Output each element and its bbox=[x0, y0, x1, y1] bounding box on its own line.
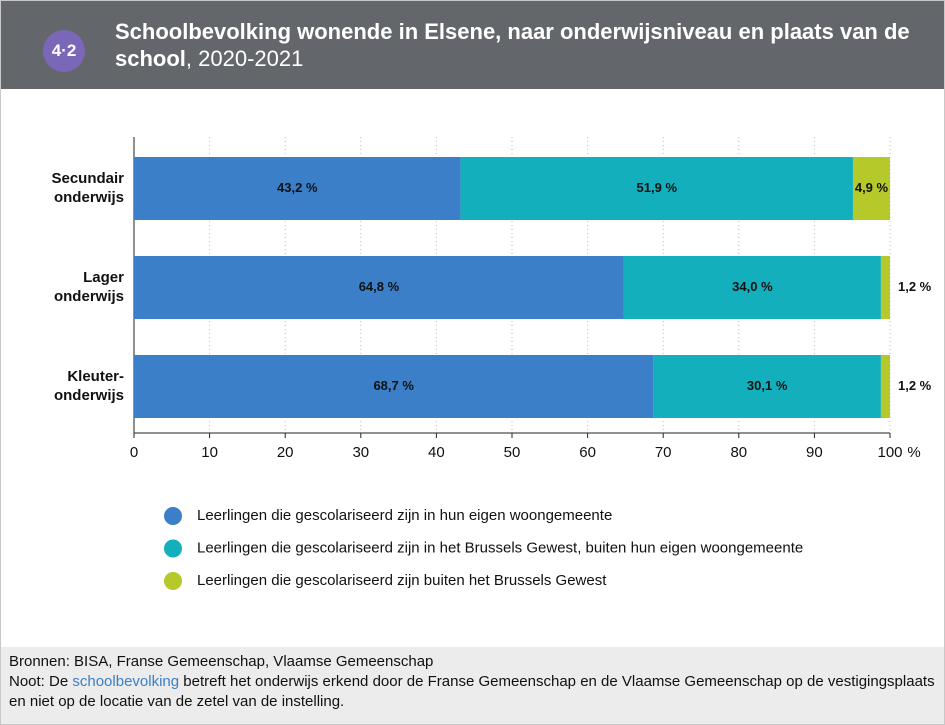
y-tick-label: Secundair onderwijs bbox=[51, 170, 124, 206]
legend-marker bbox=[164, 539, 182, 558]
bar-segment bbox=[653, 355, 881, 418]
header: 4·2 Schoolbevolking wonende in Elsene, n… bbox=[1, 1, 944, 89]
value-label: 51,9 % bbox=[637, 180, 678, 195]
x-tick-label: 100 bbox=[877, 444, 902, 461]
value-label: 1,2 % bbox=[898, 279, 932, 294]
bar-segment bbox=[460, 157, 853, 220]
x-tick-label: 10 bbox=[201, 444, 218, 461]
x-tick-label: 50 bbox=[504, 444, 521, 461]
legend-label: Leerlingen die gescolariseerd zijn in he… bbox=[197, 539, 803, 556]
footer: Bronnen: BISA, Franse Gemeenschap, Vlaam… bbox=[1, 647, 944, 724]
figure-number: 4·2 bbox=[43, 30, 85, 72]
y-tick-label: Lager onderwijs bbox=[54, 269, 124, 305]
sources: Bronnen: BISA, Franse Gemeenschap, Vlaam… bbox=[9, 653, 434, 670]
bar-segment bbox=[880, 355, 890, 418]
x-unit: % bbox=[907, 444, 920, 461]
legend-label: Leerlingen die gescolariseerd zijn in hu… bbox=[197, 507, 612, 524]
legend-marker bbox=[164, 572, 182, 590]
x-tick-label: 0 bbox=[130, 444, 138, 461]
x-tick-label: 40 bbox=[428, 444, 445, 461]
value-label: 43,2 % bbox=[277, 180, 318, 195]
x-tick-label: 30 bbox=[352, 444, 369, 461]
value-label: 64,8 % bbox=[359, 279, 400, 294]
note-link[interactable]: schoolbevolking bbox=[72, 673, 180, 690]
bar-segment bbox=[134, 355, 654, 418]
legend-marker bbox=[164, 507, 182, 525]
title-suffix: , 2020-2021 bbox=[185, 46, 304, 71]
note-prefix: Noot: De bbox=[9, 673, 69, 690]
x-tick-label: 70 bbox=[655, 444, 672, 461]
x-tick-label: 60 bbox=[579, 444, 596, 461]
title: Schoolbevolking wonende in Elsene, naar … bbox=[115, 18, 935, 72]
value-label: 1,2 % bbox=[898, 378, 932, 393]
value-label: 30,1 % bbox=[747, 378, 788, 393]
x-tick-label: 20 bbox=[277, 444, 294, 461]
value-label: 68,7 % bbox=[373, 378, 414, 393]
title-main: Schoolbevolking wonende in Elsene, naar … bbox=[115, 19, 910, 71]
y-tick-label: Kleuter-onderwijs bbox=[54, 368, 124, 404]
x-tick-label: 90 bbox=[806, 444, 823, 461]
chart: 0 10 20 30 40 50 60 70 80 90 100 % Secundair onderwij… bbox=[51, 137, 932, 590]
value-label: 34,0 % bbox=[732, 279, 773, 294]
legend-label: Leerlingen die gescolariseerd zijn buite… bbox=[197, 572, 607, 589]
bar-segment bbox=[880, 256, 890, 319]
x-tick-label: 80 bbox=[730, 444, 747, 461]
note-suffix: betreft het onderwijs erkend door de Fra… bbox=[9, 673, 935, 710]
note: Noot: De schoolbevolking betreft het ond… bbox=[9, 672, 944, 712]
bar-segment bbox=[134, 157, 461, 220]
bar-segment bbox=[134, 256, 624, 319]
value-label: 4,9 % bbox=[855, 180, 889, 195]
bar-segment bbox=[852, 157, 890, 220]
bar-segment bbox=[623, 256, 881, 319]
